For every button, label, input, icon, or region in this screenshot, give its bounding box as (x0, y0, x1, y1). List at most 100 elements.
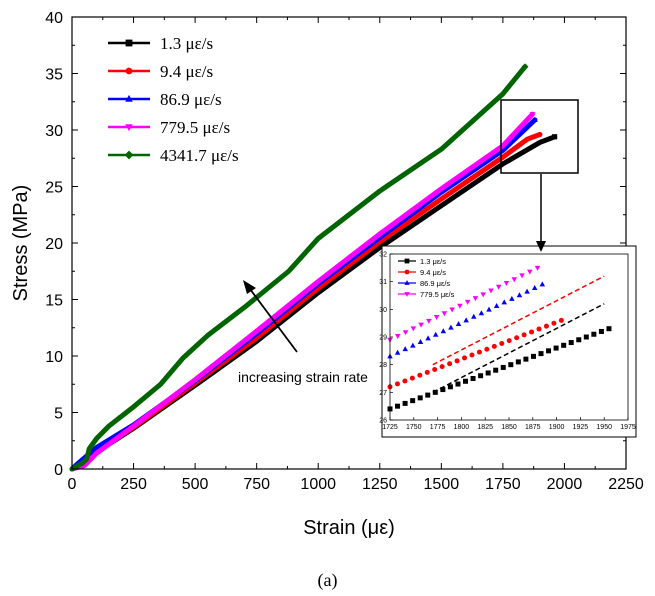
inset-data-point (472, 296, 479, 302)
inset-data-point (506, 338, 512, 344)
trend-arrow-head (243, 280, 256, 294)
x-tick-label: 1500 (424, 476, 460, 493)
inset-data-point (521, 332, 527, 338)
inset-data-point (417, 395, 423, 401)
inset-data-point (500, 364, 506, 370)
y-tick-label: 5 (54, 406, 63, 423)
inset-legend-marker (404, 258, 410, 264)
inset-data-point (418, 322, 424, 328)
inset-x-tick-label: 1725 (382, 424, 398, 431)
inset-data-point (598, 328, 604, 334)
inset-data-point (568, 340, 574, 346)
inset-data-point (394, 349, 401, 355)
x-tick-label: 2000 (547, 476, 583, 493)
y-tick-label: 20 (45, 236, 63, 253)
inset-x-tick-label: 1750 (406, 424, 422, 431)
inset-data-point (527, 269, 533, 275)
legend-label: 779.5 με/s (160, 118, 230, 137)
inset-y-tick-label: 27 (379, 390, 387, 397)
inset-y-tick-label: 31 (379, 279, 387, 286)
inset-data-point (470, 376, 476, 381)
y-tick-label: 10 (45, 349, 63, 366)
inset-data-point (410, 342, 416, 348)
inset-data-point (455, 320, 462, 326)
inset-data-point (447, 384, 453, 390)
inset-x-tick-label: 1775 (430, 424, 446, 431)
inset-x-tick-label: 1800 (454, 424, 470, 431)
inset-data-point (417, 372, 423, 378)
inset-data-point (395, 403, 401, 409)
inset-legend-label: 9.4 με/s (420, 268, 446, 277)
y-tick-label: 25 (45, 180, 63, 197)
legend-label: 4341.7 με/s (160, 146, 239, 165)
inset-data-point (558, 317, 564, 323)
x-tick-label: 250 (120, 476, 147, 493)
inset-data-point (471, 313, 477, 319)
legend-marker (125, 124, 133, 132)
y-tick-label: 0 (54, 462, 63, 479)
inset-data-point (449, 307, 455, 313)
legend-label: 9.4 με/s (160, 62, 213, 81)
inset-data-point (424, 369, 430, 375)
inset-data-point (402, 400, 408, 406)
x-tick-label: 2250 (608, 476, 644, 493)
x-tick-label: 1750 (485, 476, 521, 493)
inset-data-point (395, 333, 401, 339)
inset-x-tick-label: 1950 (596, 424, 612, 431)
inset-legend-marker (404, 292, 410, 297)
inset-data-point (457, 303, 463, 309)
inset-y-tick-label: 32 (379, 252, 387, 259)
inset-data-point (432, 389, 438, 395)
inset-legend-label: 1.3 με/s (420, 257, 446, 266)
inset-legend-label: 779.5 με/s (420, 290, 455, 299)
inset-data-point (591, 331, 597, 337)
inset-data-point (508, 362, 514, 368)
inset-data-point (486, 306, 492, 312)
inset-data-point (454, 358, 460, 364)
x-tick-label: 0 (68, 476, 77, 493)
inset-data-point (394, 381, 400, 387)
inset-data-point (503, 280, 510, 286)
legend-label: 1.3 με/s (160, 34, 213, 53)
inset-trendline (432, 275, 605, 366)
inset-data-point (546, 348, 552, 354)
inset-data-point (524, 288, 530, 294)
legend-marker (124, 150, 134, 160)
inset-data-point (433, 315, 440, 321)
y-tick-label: 30 (45, 123, 63, 140)
legend-marker (125, 39, 133, 47)
inset-data-point (441, 311, 448, 317)
inset-data-point (576, 337, 582, 343)
inset-legend-marker (404, 269, 410, 275)
inset-data-point (491, 343, 497, 349)
y-tick-label: 40 (45, 10, 63, 27)
series-end-marker (532, 116, 538, 122)
inset-legend-marker (404, 280, 410, 285)
inset-y-tick-label: 30 (379, 307, 387, 314)
inset-y-tick-label: 28 (379, 362, 387, 369)
y-tick-label: 35 (45, 67, 63, 84)
zoom-box (500, 99, 579, 174)
inset-data-point (499, 340, 505, 346)
inset-data-point (561, 342, 567, 348)
inset-data-point (551, 320, 557, 326)
series-end-marker (529, 112, 536, 118)
inset-data-point (583, 334, 589, 340)
inset-data-point (464, 299, 471, 305)
legend-marker (125, 67, 133, 75)
figure-caption: (a) (318, 570, 338, 591)
main-plot: 0 250 500 750 1000 1250 1500 1750 2000 2250 0 5 10 15… (10, 10, 644, 539)
inset-data-point (531, 285, 538, 291)
inset-data-point (536, 326, 542, 332)
inset-data-point (432, 366, 438, 372)
inset-data-point (432, 331, 439, 337)
inset-data-point (462, 355, 468, 361)
inset-data-point (478, 373, 484, 379)
inset-trendline (432, 303, 605, 393)
inset-x-tick-label: 1875 (525, 424, 541, 431)
inset-data-point (478, 310, 485, 316)
annotations: increasing strain rate (a) (238, 99, 579, 591)
inset-data-point (426, 318, 432, 324)
zoom-pointer-head (536, 241, 546, 252)
inset-data-point (495, 284, 502, 290)
